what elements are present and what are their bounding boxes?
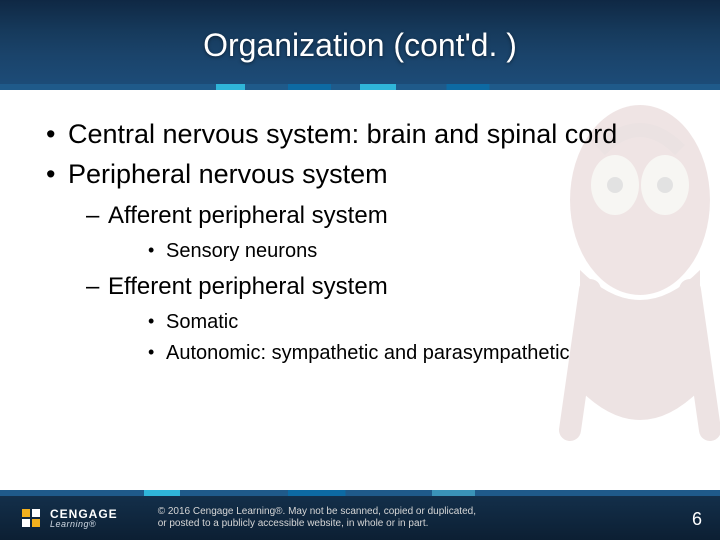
logo-text: CENGAGE Learning®	[50, 508, 118, 529]
list-item: Efferent peripheral system Somatic Auton…	[68, 271, 680, 367]
copyright-text: © 2016 Cengage Learning®. May not be sca…	[158, 506, 476, 530]
logo-line2: Learning®	[50, 520, 118, 529]
logo-icon	[18, 505, 44, 531]
list-item-text: Peripheral nervous system	[68, 159, 388, 189]
list-item: Central nervous system: brain and spinal…	[44, 118, 680, 152]
list-item: Somatic	[108, 309, 680, 336]
list-item: Sensory neurons	[108, 238, 680, 265]
bullet-sublist: Afferent peripheral system Sensory neuro…	[68, 200, 680, 368]
list-item-text: Somatic	[166, 311, 238, 333]
page-number: 6	[692, 509, 702, 530]
cengage-logo: CENGAGE Learning®	[18, 505, 118, 531]
list-item: Peripheral nervous system Afferent perip…	[44, 158, 680, 368]
list-item: Autonomic: sympathetic and parasympathet…	[108, 340, 680, 367]
slide-header: Organization (cont'd. )	[0, 0, 720, 90]
logo-line1: CENGAGE	[50, 508, 118, 520]
slide-footer: CENGAGE Learning® © 2016 Cengage Learnin…	[0, 496, 720, 540]
footer-accent-bar	[0, 490, 720, 496]
list-item: Afferent peripheral system Sensory neuro…	[68, 200, 680, 265]
slide-title: Organization (cont'd. )	[203, 27, 517, 64]
copyright-line1: © 2016 Cengage Learning®. May not be sca…	[158, 506, 476, 518]
list-item-text: Afferent peripheral system	[108, 202, 388, 229]
list-item-text: Sensory neurons	[166, 240, 317, 262]
bullet-list: Central nervous system: brain and spinal…	[44, 118, 680, 367]
list-item-text: Efferent peripheral system	[108, 273, 388, 300]
list-item-text: Autonomic: sympathetic and parasympathet…	[166, 342, 570, 364]
list-item-text: Central nervous system: brain and spinal…	[68, 119, 617, 149]
copyright-line2: or posted to a publicly accessible websi…	[158, 518, 476, 530]
bullet-subsublist: Sensory neurons	[108, 238, 680, 265]
slide-body: Central nervous system: brain and spinal…	[0, 90, 720, 496]
bullet-subsublist: Somatic Autonomic: sympathetic and paras…	[108, 309, 680, 367]
slide: Organization (cont'd. ) Centra	[0, 0, 720, 540]
